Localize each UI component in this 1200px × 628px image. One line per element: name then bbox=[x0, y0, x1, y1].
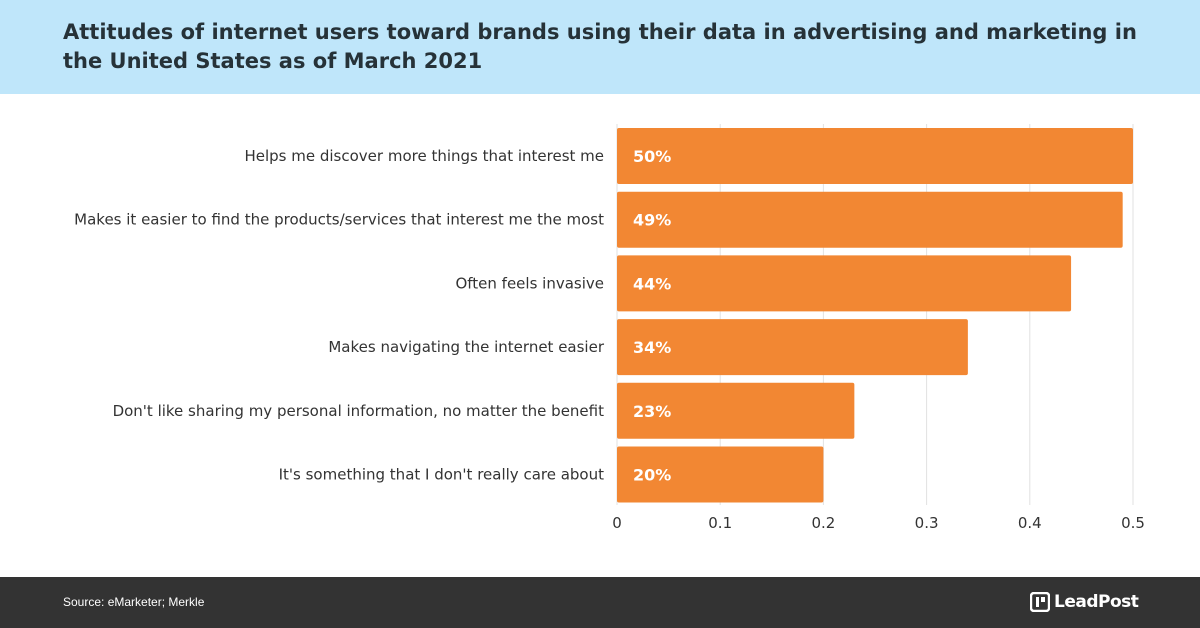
x-tick-label: 0.5 bbox=[1121, 514, 1145, 532]
bar bbox=[617, 255, 1072, 312]
category-label: It's something that I don't really care … bbox=[279, 466, 605, 484]
bar bbox=[617, 382, 855, 439]
x-tick-label: 0 bbox=[612, 514, 622, 532]
x-tick-label: 0.2 bbox=[811, 514, 835, 532]
category-label: Often feels invasive bbox=[455, 274, 604, 292]
category-label: Helps me discover more things that inter… bbox=[244, 147, 604, 165]
data-label: 44% bbox=[633, 274, 671, 293]
x-tick-label: 0.4 bbox=[1018, 514, 1042, 532]
category-label: Don't like sharing my personal informati… bbox=[113, 402, 605, 420]
title-band: Attitudes of internet users toward brand… bbox=[0, 0, 1200, 94]
leadpost-logo-icon bbox=[1030, 592, 1050, 612]
leadpost-logo: LeadPost bbox=[1030, 590, 1139, 614]
bar bbox=[617, 191, 1123, 248]
x-tick-label: 0.1 bbox=[708, 514, 732, 532]
category-labels: Helps me discover more things that inter… bbox=[74, 147, 605, 484]
brand-name: LeadPost bbox=[1054, 592, 1139, 612]
x-axis-ticks: 0 0.1 0.2 0.3 0.4 0.5 bbox=[612, 514, 1145, 532]
bar-chart: 50% 49% 44% 34% 23% 20% Helps me discover mor… bbox=[74, 124, 1145, 532]
category-label: Makes it easier to find the products/ser… bbox=[74, 211, 604, 229]
data-label: 50% bbox=[633, 147, 671, 166]
gridlines bbox=[616, 124, 1134, 505]
bars: 50% 49% 44% 34% 23% 20% bbox=[617, 128, 1133, 503]
data-label: 23% bbox=[633, 402, 671, 421]
chart-title: Attitudes of internet users toward brand… bbox=[63, 20, 1137, 73]
bar bbox=[617, 446, 824, 503]
data-label: 20% bbox=[633, 466, 671, 485]
bar bbox=[617, 319, 968, 376]
category-label: Makes navigating the internet easier bbox=[328, 338, 604, 356]
bar bbox=[617, 128, 1133, 184]
data-label: 49% bbox=[633, 211, 671, 230]
source-note: Source: eMarketer; Merkle bbox=[63, 595, 205, 609]
footer: Source: eMarketer; Merkle LeadPost bbox=[0, 577, 1200, 628]
x-tick-label: 0.3 bbox=[915, 514, 939, 532]
data-label: 34% bbox=[633, 338, 671, 357]
